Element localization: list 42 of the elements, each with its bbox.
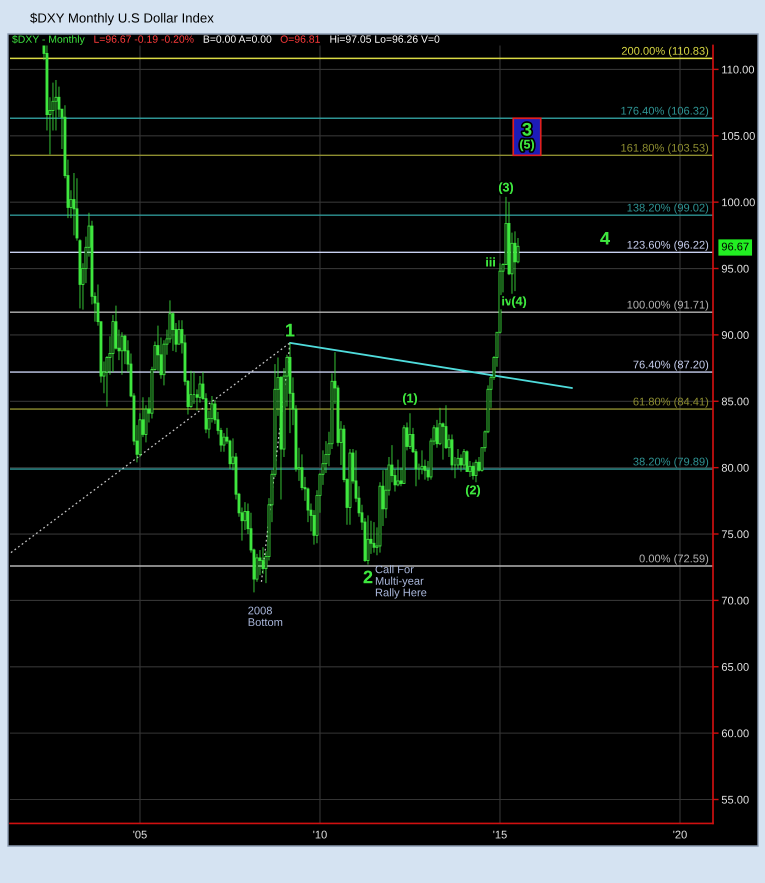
y-tick-label: 96.67 [722,242,749,250]
annotation: (4) [512,296,526,308]
y-tick-label: 75.00 [722,530,749,538]
ref-line-label: 76.40% (87.20) [633,360,708,371]
annotation: (2) [466,485,480,497]
ref-line-label: 38.20% (79.89) [633,457,708,468]
ref-line-label: 161.80% (103.53) [621,144,708,154]
y-tick-label: 85.00 [722,398,749,406]
y-tick-label: 65.00 [722,663,749,671]
annotation: 3 [522,122,532,136]
annotation: (1) [402,393,418,405]
x-tick-label: '15 [493,830,507,839]
y-tick-label: 100.00 [722,198,755,206]
ref-line-label: 123.60% (96.22) [628,240,708,251]
ref-line-label: 61.80% (84.41) [633,397,708,408]
y-tick-label: 110.00 [722,66,754,74]
y-tick-label: 70.00 [722,596,749,605]
annotation: 4 [600,232,610,244]
annotation: 1 [286,324,294,336]
y-tick-label: 90.00 [722,331,749,340]
annotation: Call For Multi-year Rally Here [376,565,426,599]
x-tick-label: '05 [133,830,147,839]
chart-subtitle: $DXY - Monthly L=96.67 -0.19 -0.20% B=0.00 A=0.00 O=96.81 Hi=97.05 Lo=96.26 V=0 [12,35,440,45]
ref-line-label: 138.20% (99.02) [628,203,708,214]
annotation: 2 [364,570,372,584]
annotation: (3) [498,182,514,194]
y-tick-label: 95.00 [722,264,749,273]
chart-title: $DXY Monthly U.S Dollar Index [30,12,214,26]
annotation: iii [486,257,495,266]
ref-line-label: 200.00% (110.83) [622,46,708,57]
ref-line-label: 0.00% (72.59) [639,554,708,565]
ref-line-label: 176.40% (106.32) [621,106,708,117]
y-tick-label: 80.00 [722,464,749,472]
annotation: iv [502,296,512,306]
y-tick-label: 60.00 [722,729,749,738]
annotation: 2008 Bottom [248,606,282,626]
annotation: (5) [520,139,534,152]
x-tick-label: '20 [673,830,687,839]
y-tick-label: 105.00 [722,132,755,140]
y-tick-label: 55.00 [722,796,749,804]
x-tick-label: '10 [313,830,327,839]
ref-line-label: 100.00% (91.71) [628,300,708,311]
